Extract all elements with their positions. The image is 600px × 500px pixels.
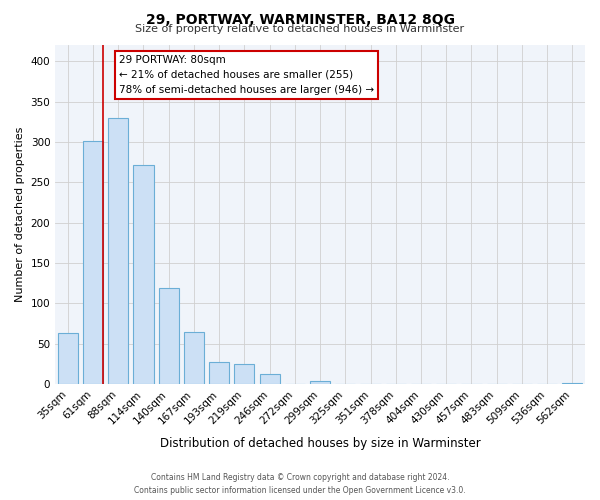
Bar bbox=[133, 164, 154, 384]
Bar bbox=[235, 364, 254, 384]
Bar bbox=[562, 382, 583, 384]
Bar bbox=[209, 362, 229, 384]
X-axis label: Distribution of detached houses by size in Warminster: Distribution of detached houses by size … bbox=[160, 437, 481, 450]
Text: Size of property relative to detached houses in Warminster: Size of property relative to detached ho… bbox=[136, 24, 464, 34]
Text: 29, PORTWAY, WARMINSTER, BA12 8QG: 29, PORTWAY, WARMINSTER, BA12 8QG bbox=[146, 12, 455, 26]
Bar bbox=[260, 374, 280, 384]
Y-axis label: Number of detached properties: Number of detached properties bbox=[15, 127, 25, 302]
Text: Contains HM Land Registry data © Crown copyright and database right 2024.
Contai: Contains HM Land Registry data © Crown c… bbox=[134, 474, 466, 495]
Bar bbox=[310, 381, 330, 384]
Bar bbox=[83, 141, 103, 384]
Text: 29 PORTWAY: 80sqm
← 21% of detached houses are smaller (255)
78% of semi-detache: 29 PORTWAY: 80sqm ← 21% of detached hous… bbox=[119, 55, 374, 95]
Bar bbox=[58, 334, 78, 384]
Bar bbox=[184, 332, 204, 384]
Bar bbox=[158, 288, 179, 384]
Bar bbox=[108, 118, 128, 384]
